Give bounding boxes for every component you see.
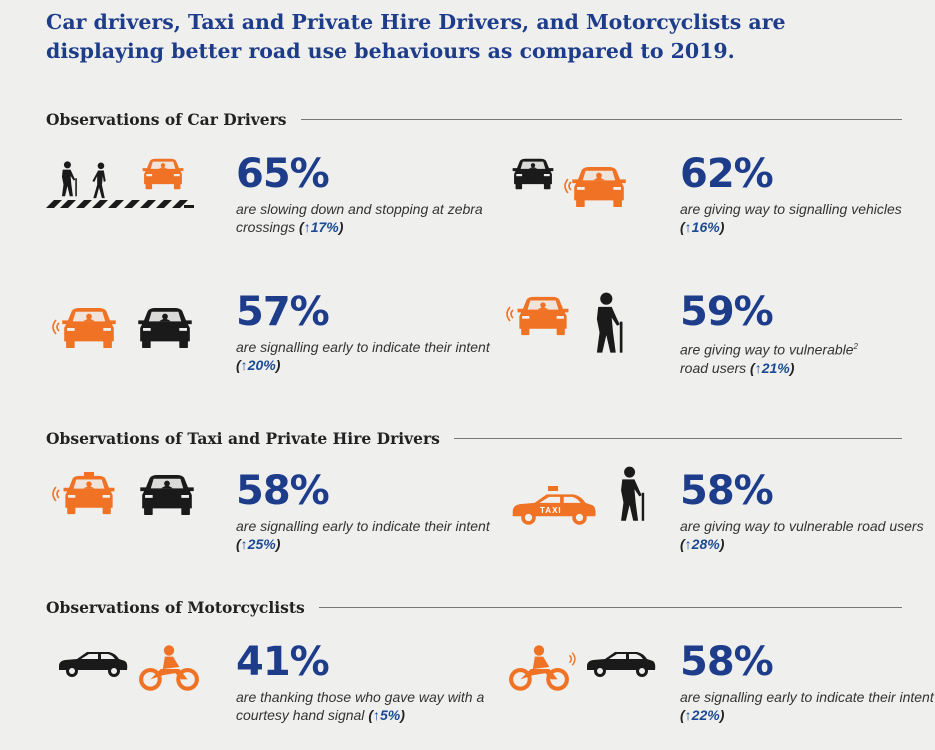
stat-change: ↑5% bbox=[372, 707, 401, 723]
stat-zebra-crossings: 65% are slowing down and stopping at zeb… bbox=[236, 152, 496, 236]
stat-taxi-vulnerable: 58% are giving way to vulnerable road us… bbox=[680, 469, 935, 553]
stat-description: are giving way to signalling vehicles (↑… bbox=[680, 201, 902, 235]
orange-car-signalling-icon bbox=[560, 166, 630, 208]
stat-description: are signalling early to indicate their i… bbox=[680, 689, 934, 723]
stat-taxi-signalling-early: 58% are signalling early to indicate the… bbox=[236, 469, 496, 553]
stat-description: are signalling early to indicate their i… bbox=[236, 518, 490, 552]
elderly-pedestrian-icon bbox=[614, 466, 650, 522]
black-car-side-icon bbox=[56, 650, 130, 678]
footnote-marker: 2 bbox=[853, 342, 858, 351]
stat-change: ↑16% bbox=[684, 219, 720, 235]
taxi-side-icon: TAXI bbox=[508, 486, 600, 526]
taxi-label: TAXI bbox=[540, 506, 562, 515]
orange-car-signalling-icon bbox=[502, 296, 574, 338]
stat-description: are giving way to vulnerable2 road users … bbox=[680, 341, 858, 376]
stat-change: ↑17% bbox=[303, 219, 339, 235]
section-heading: Observations of Taxi and Private Hire Dr… bbox=[46, 429, 440, 448]
pedestrians-crossing-icon bbox=[46, 158, 196, 210]
stat-signalling-early: 57% are signalling early to indicate the… bbox=[236, 290, 496, 374]
stat-percent: 41% bbox=[236, 639, 330, 685]
section-car-drivers: Observations of Car Drivers bbox=[46, 110, 902, 129]
stat-percent: 58% bbox=[680, 468, 774, 514]
stat-moto-signalling-early: 58% are signalling early to indicate the… bbox=[680, 640, 935, 724]
motorcyclist-icon bbox=[138, 644, 200, 692]
black-car-icon bbox=[136, 307, 194, 349]
stat-percent: 58% bbox=[236, 468, 330, 514]
orange-car-icon bbox=[140, 158, 186, 190]
stat-signalling-vehicles: 62% are giving way to signalling vehicle… bbox=[680, 152, 935, 236]
stat-percent: 58% bbox=[680, 639, 774, 685]
divider bbox=[300, 119, 902, 120]
orange-taxi-signalling-icon bbox=[48, 472, 122, 516]
stat-description: are signalling early to indicate their i… bbox=[236, 339, 490, 373]
stat-vulnerable-road-users: 59% are giving way to vulnerable2 road us… bbox=[680, 290, 935, 377]
stat-description: are slowing down and stopping at zebra c… bbox=[236, 201, 483, 235]
stat-change: ↑21% bbox=[754, 359, 790, 376]
section-taxi-drivers: Observations of Taxi and Private Hire Dr… bbox=[46, 429, 902, 448]
section-heading: Observations of Car Drivers bbox=[46, 110, 287, 129]
stat-percent: 57% bbox=[236, 289, 330, 335]
black-car-icon bbox=[510, 158, 556, 190]
elderly-pedestrian-icon bbox=[590, 292, 628, 354]
stat-description: are thanking those who gave way with a c… bbox=[236, 689, 485, 723]
orange-car-signalling-icon bbox=[48, 307, 120, 349]
stat-percent: 59% bbox=[680, 289, 774, 335]
stat-change: ↑28% bbox=[684, 536, 720, 552]
stat-percent: 65% bbox=[236, 151, 330, 197]
stat-change: ↑22% bbox=[684, 707, 720, 723]
stat-courtesy-signal: 41% are thanking those who gave way with… bbox=[236, 640, 496, 724]
motorcyclist-signalling-icon bbox=[508, 644, 582, 692]
black-car-icon bbox=[138, 474, 196, 516]
page-title: Car drivers, Taxi and Private Hire Drive… bbox=[46, 10, 786, 63]
section-heading: Observations of Motorcyclists bbox=[46, 598, 305, 617]
divider bbox=[453, 438, 902, 439]
stat-change: ↑20% bbox=[240, 357, 276, 373]
section-motorcyclists: Observations of Motorcyclists bbox=[46, 598, 902, 617]
stat-description: are giving way to vulnerable road users … bbox=[680, 518, 924, 552]
stat-change: ↑25% bbox=[240, 536, 276, 552]
stat-percent: 62% bbox=[680, 151, 774, 197]
black-car-side-icon bbox=[584, 650, 658, 678]
divider bbox=[318, 607, 902, 608]
